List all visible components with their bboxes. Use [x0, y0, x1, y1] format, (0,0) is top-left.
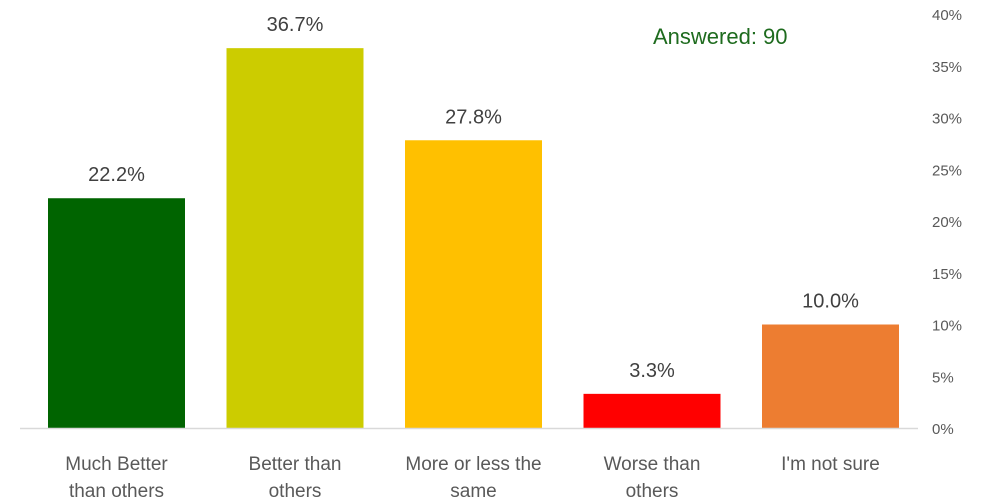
- bar-4: [583, 393, 721, 428]
- bar-5: [762, 324, 899, 428]
- data-label-5: 10.0%: [802, 291, 859, 313]
- category-label-3-line-1: More or less the: [405, 454, 541, 475]
- y-tick-label-15pct: 15%: [932, 266, 962, 283]
- category-label-2-line-1: Better than: [249, 454, 342, 475]
- y-tick-label-0pct: 0%: [932, 421, 954, 438]
- y-tick-label-20pct: 20%: [932, 214, 962, 231]
- data-label-4: 3.3%: [629, 360, 675, 382]
- category-label-5-line-1: I'm not sure: [781, 454, 880, 475]
- y-tick-label-10pct: 10%: [932, 318, 962, 335]
- bar-3: [405, 140, 542, 428]
- data-label-3: 27.8%: [445, 106, 502, 128]
- data-label-1: 22.2%: [88, 164, 145, 186]
- y-axis: 0% 5% 10% 15% 20% 25% 30% 35% 40%: [932, 7, 962, 438]
- y-tick-label-25pct: 25%: [932, 162, 962, 179]
- category-label-1-line-1: Much Better: [65, 454, 168, 475]
- category-label-2-line-2: others: [269, 481, 322, 502]
- bar-2: [226, 48, 364, 428]
- category-label-4-line-2: others: [626, 481, 679, 502]
- bar-1: [48, 198, 185, 428]
- y-tick-label-35pct: 35%: [932, 59, 962, 76]
- data-label-2: 36.7%: [267, 14, 324, 36]
- data-labels-group: 22.2% 36.7% 27.8% 3.3% 10.0%: [88, 14, 859, 382]
- bars-group: [48, 48, 899, 428]
- y-tick-label-30pct: 30%: [932, 111, 962, 128]
- category-label-3-line-2: same: [450, 481, 496, 502]
- category-label-4-line-1: Worse than: [604, 454, 701, 475]
- y-tick-label-40pct: 40%: [932, 7, 962, 24]
- category-labels-group: Much Better than others Better than others M…: [65, 454, 880, 502]
- category-label-1-line-2: than others: [69, 481, 164, 502]
- y-tick-label-5pct: 5%: [932, 369, 954, 386]
- answered-count: Answered: 90: [653, 24, 788, 49]
